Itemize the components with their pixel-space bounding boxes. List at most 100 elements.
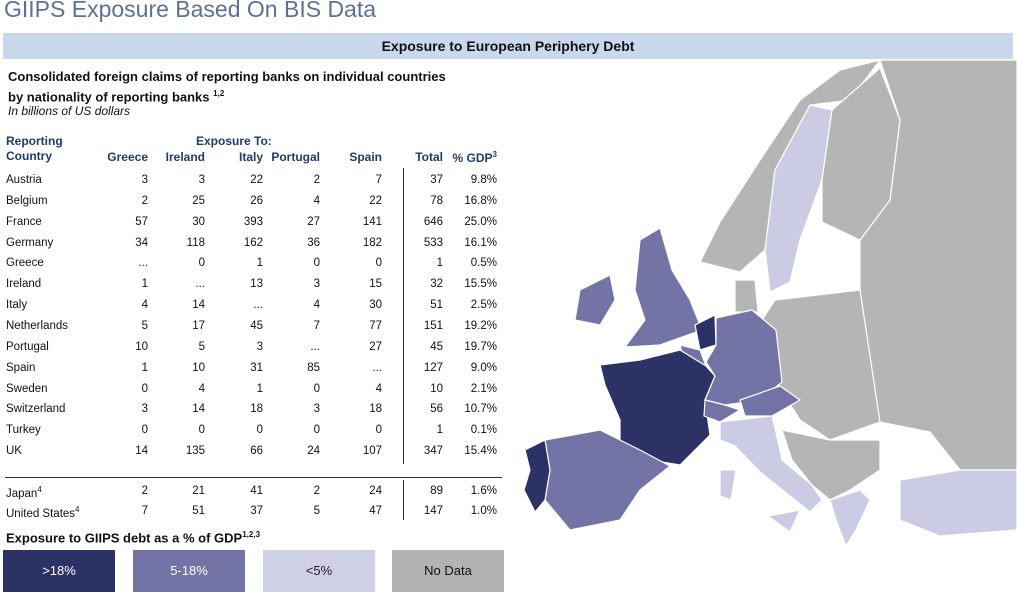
- value-cell: 22: [250, 174, 263, 186]
- country-cell: Ireland: [6, 278, 41, 290]
- value-cell: 107: [362, 445, 382, 458]
- value-cell: 7: [141, 505, 148, 517]
- value-cell: 10: [430, 382, 443, 395]
- legend-item: <5%: [263, 550, 375, 592]
- intro: Consolidated foreign claims of reporting…: [8, 68, 448, 105]
- value-cell: 0.1%: [470, 424, 497, 437]
- value-cell: 118: [186, 236, 205, 249]
- value-cell: 533: [423, 236, 443, 249]
- region-gray: [781, 429, 881, 501]
- value-cell: 45: [430, 340, 443, 353]
- value-cell: 2: [313, 174, 320, 186]
- country-cell: Turkey: [6, 424, 41, 436]
- region-dark: [599, 349, 716, 466]
- value-cell: 34: [135, 236, 148, 249]
- value-cell: 41: [250, 485, 263, 497]
- value-cell: 0: [141, 382, 148, 395]
- value-cell: 22: [369, 194, 382, 207]
- region-light: [899, 469, 1017, 537]
- value-cell: 18: [250, 403, 263, 416]
- value-cell: 1: [256, 382, 263, 395]
- column-header-text: Spain: [349, 150, 382, 164]
- value-cell: 36: [307, 236, 320, 249]
- column-header: % GDP3: [453, 150, 497, 165]
- value-cell: 1: [436, 257, 443, 270]
- country-name: Italy: [6, 299, 28, 312]
- column-header: Total: [415, 150, 443, 164]
- value-cell: 1: [141, 361, 148, 374]
- value-cell: 27: [369, 340, 382, 353]
- value-cell: 1: [141, 278, 148, 291]
- value-cell: 393: [243, 215, 263, 228]
- country-name: Turkey: [6, 424, 41, 437]
- legend-item: >18%: [3, 550, 115, 592]
- value-cell: 10: [192, 361, 205, 374]
- region-light: [766, 509, 802, 533]
- country-cell: Japan4: [6, 485, 42, 500]
- value-cell: 0.5%: [470, 257, 497, 270]
- value-cell: 151: [423, 319, 443, 332]
- value-cell: 51: [430, 299, 443, 312]
- value-cell: ...: [372, 361, 382, 374]
- value-cell: 51: [192, 505, 205, 517]
- value-cell: 24: [369, 485, 382, 497]
- column-header: Spain: [349, 150, 382, 164]
- country-cell: Belgium: [6, 195, 48, 207]
- value-cell: 25: [192, 194, 205, 207]
- value-cell: 21: [192, 485, 205, 497]
- value-cell: 162: [243, 236, 263, 249]
- country-cell: Italy: [6, 299, 27, 311]
- country-name: United States: [6, 507, 76, 520]
- value-cell: 7: [313, 319, 320, 332]
- value-cell: 19.2%: [464, 319, 497, 332]
- value-cell: 66: [250, 445, 263, 458]
- group-header: Exposure To:: [196, 134, 272, 148]
- value-cell: 10: [135, 340, 148, 353]
- value-cell: 3: [141, 174, 148, 186]
- value-cell: 0: [313, 257, 320, 270]
- divider: [403, 168, 404, 464]
- value-cell: 5: [141, 319, 148, 332]
- country-name: Sweden: [6, 382, 48, 395]
- column-header-text: Greece: [107, 150, 148, 164]
- value-cell: 14: [192, 403, 205, 416]
- value-cell: 37: [430, 174, 443, 186]
- column-header-text: Ireland: [165, 150, 205, 164]
- value-cell: 26: [250, 194, 263, 207]
- page-title: GIIPS Exposure Based On BIS Data: [4, 0, 377, 22]
- value-cell: 47: [369, 505, 382, 517]
- value-cell: 15: [369, 278, 382, 291]
- footnote: 1,2,3: [242, 530, 261, 539]
- country-name: Portugal: [6, 340, 49, 353]
- value-cell: 3: [198, 174, 205, 186]
- country-cell: Switzerland: [6, 403, 65, 415]
- legend-text: Exposure to GIIPS debt as a % of GDP: [6, 530, 243, 546]
- value-cell: 3: [141, 403, 148, 416]
- value-cell: 2.5%: [470, 299, 497, 312]
- divider: [5, 477, 502, 478]
- intro-text: Consolidated foreign claims of reporting…: [8, 69, 446, 105]
- value-cell: 1.0%: [470, 505, 497, 517]
- value-cell: 1.6%: [470, 485, 497, 497]
- country-name: Austria: [6, 174, 42, 186]
- value-cell: 3: [313, 403, 320, 416]
- value-cell: 4: [198, 382, 205, 395]
- value-cell: 27: [307, 215, 320, 228]
- region-mid: [739, 385, 802, 417]
- value-cell: 646: [423, 215, 443, 228]
- value-cell: 19.7%: [464, 340, 497, 353]
- value-cell: 32: [430, 278, 443, 291]
- map: [523, 60, 1017, 548]
- country-cell: France: [6, 216, 42, 228]
- value-cell: 7: [375, 174, 382, 186]
- value-cell: 18: [369, 403, 382, 416]
- value-cell: 2.1%: [470, 382, 497, 395]
- value-cell: 78: [430, 194, 443, 207]
- value-cell: 31: [250, 361, 263, 374]
- column-header: Italy: [239, 150, 263, 164]
- divider: [403, 480, 404, 520]
- value-cell: 2: [141, 485, 148, 497]
- region-light: [829, 489, 871, 548]
- footnote: 4: [37, 485, 42, 494]
- footnote: 1,2: [213, 89, 225, 98]
